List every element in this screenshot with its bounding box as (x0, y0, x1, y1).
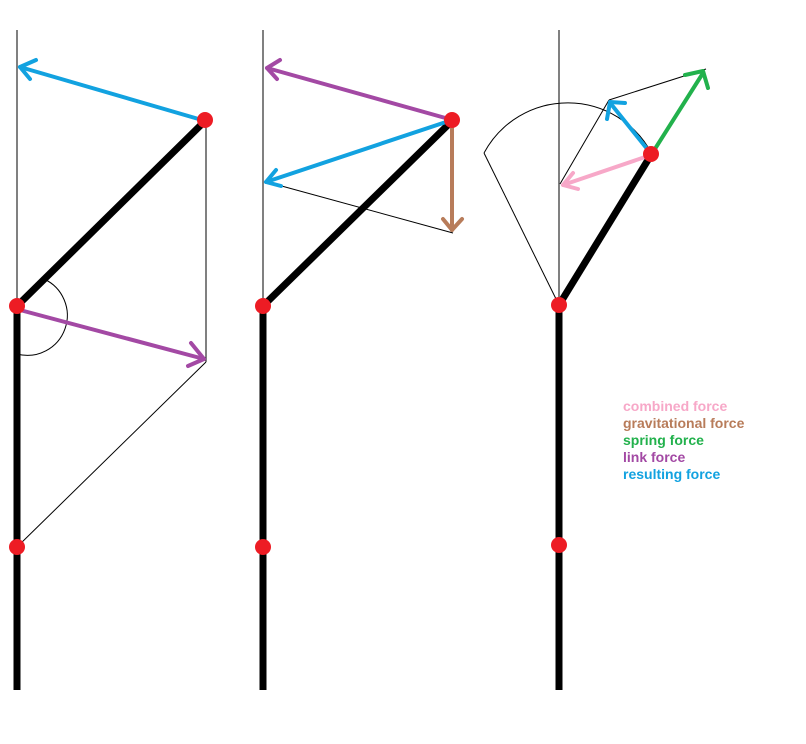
legend-item-resulting-force: resulting force (623, 466, 721, 482)
legend-item-gravitational-force: gravitational force (623, 415, 745, 431)
sector-arc (483, 102, 653, 155)
sector-edge-line (483, 152, 560, 306)
legend-item-combined-force: combined force (623, 398, 728, 414)
joint-node (9, 298, 25, 314)
combined-force-arrow (561, 154, 650, 191)
joint-node (551, 537, 567, 553)
angle-arc (16, 278, 68, 356)
link-force-arrow (265, 58, 451, 121)
joint-node (255, 539, 271, 555)
pendulum-rod (556, 153, 654, 307)
gravitational-force-arrow (441, 122, 464, 232)
spring-force-arrow (651, 69, 710, 154)
legend-item-link-force: link force (623, 449, 686, 465)
panel-1 (9, 30, 213, 690)
resulting-force-arrow (18, 58, 204, 122)
force-legend: combined force gravitational force sprin… (623, 398, 744, 483)
joint-node (255, 298, 271, 314)
panel-3 (483, 30, 710, 690)
resulting-force-arrow (605, 100, 650, 152)
panel-2 (255, 30, 464, 690)
joint-node (9, 539, 25, 555)
joint-node (551, 297, 567, 313)
link-force-arrow (18, 308, 206, 368)
joint-node (444, 112, 460, 128)
legend-item-spring-force: spring force (623, 432, 704, 448)
resulting-force-arrow (264, 119, 451, 188)
joint-node (643, 146, 659, 162)
projection-line (16, 361, 207, 548)
pendulum-rod (260, 118, 455, 309)
pendulum-rod (14, 118, 208, 309)
projection-line (559, 99, 610, 185)
joint-node (197, 112, 213, 128)
